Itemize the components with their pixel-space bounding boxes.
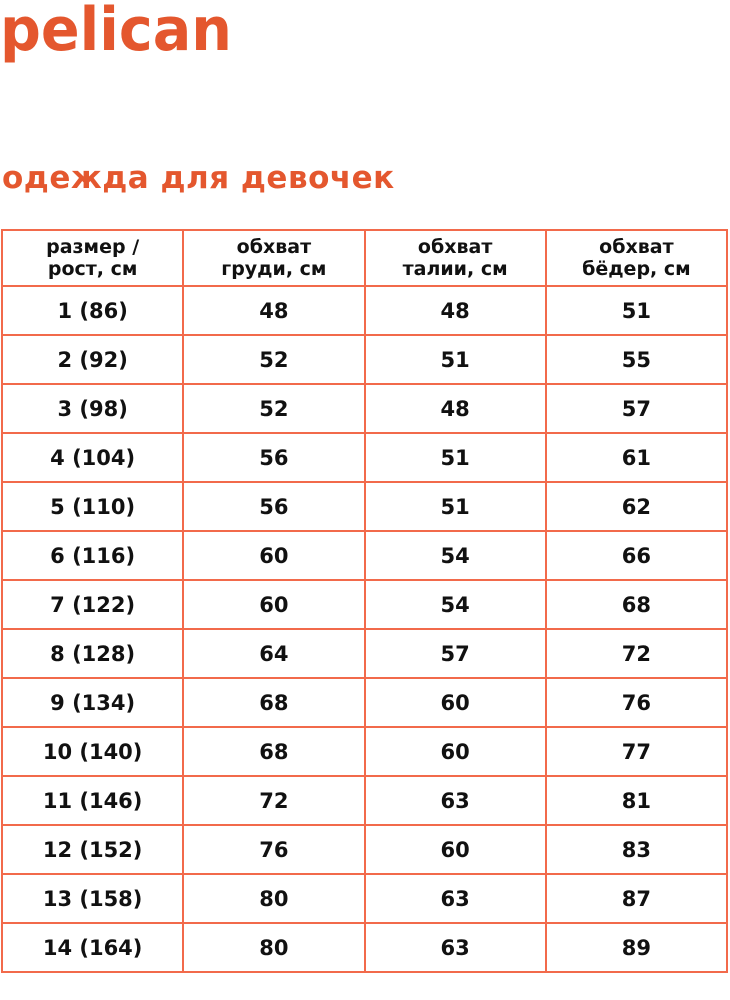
header-line: обхват: [417, 236, 493, 258]
size-cell: 9 (134): [0, 677, 185, 728]
chest-cell: 52: [182, 383, 366, 434]
header-line: талии, см: [402, 258, 508, 280]
hips-cell: 68: [544, 579, 729, 630]
waist-cell: 51: [363, 334, 547, 385]
size-cell: 4 (104): [0, 432, 185, 483]
hips-cell: 51: [544, 285, 729, 336]
hips-cell: 72: [544, 628, 729, 679]
header-line: обхват: [236, 236, 312, 258]
table-row: 5 (110) 56 51 62: [0, 481, 729, 532]
hips-cell: 81: [544, 775, 729, 826]
chest-cell: 56: [182, 481, 366, 532]
hips-cell: 62: [544, 481, 729, 532]
size-cell: 6 (116): [0, 530, 185, 581]
hips-cell: 89: [544, 922, 729, 973]
size-table: размер / рост, см обхват груди, см обхват тал…: [0, 229, 729, 973]
chest-cell: 52: [182, 334, 366, 385]
table-row: 9 (134) 68 60 76: [0, 677, 729, 728]
hips-cell: 77: [544, 726, 729, 777]
waist-cell: 48: [363, 383, 547, 434]
header-line: обхват: [599, 236, 674, 258]
page-title: одежда для девочек: [2, 160, 395, 196]
table-row: 11 (146) 72 63 81: [0, 775, 729, 826]
table-row: 14 (164) 80 63 89: [0, 922, 729, 973]
table-row: 6 (116) 60 54 66: [0, 530, 729, 581]
waist-cell: 60: [363, 726, 547, 777]
waist-cell: 57: [363, 628, 547, 679]
size-cell: 2 (92): [0, 334, 185, 385]
waist-cell: 54: [363, 579, 547, 630]
header-line: груди, см: [221, 258, 327, 280]
waist-cell: 63: [363, 775, 547, 826]
hips-cell: 55: [544, 334, 729, 385]
waist-cell: 48: [363, 285, 547, 336]
chest-cell: 80: [182, 873, 366, 924]
hips-cell: 87: [544, 873, 729, 924]
chest-cell: 76: [182, 824, 366, 875]
waist-cell: 54: [363, 530, 547, 581]
pelican-logo: pelican: [0, 0, 232, 65]
chest-header: обхват груди, см: [182, 229, 366, 287]
waist-cell: 63: [363, 922, 547, 973]
size-cell: 11 (146): [0, 775, 185, 826]
chest-cell: 68: [182, 677, 366, 728]
waist-header: обхват талии, см: [363, 229, 547, 287]
waist-cell: 51: [363, 432, 547, 483]
table-row: 3 (98) 52 48 57: [0, 383, 729, 434]
chest-cell: 48: [182, 285, 366, 336]
chest-cell: 72: [182, 775, 366, 826]
table-header-row: размер / рост, см обхват груди, см обхват тал…: [0, 229, 729, 287]
hips-cell: 61: [544, 432, 729, 483]
table-row: 7 (122) 60 54 68: [0, 579, 729, 630]
header-line: бёдер, см: [582, 258, 691, 280]
header-line: размер /: [46, 236, 140, 258]
chest-cell: 60: [182, 530, 366, 581]
waist-cell: 63: [363, 873, 547, 924]
hips-cell: 66: [544, 530, 729, 581]
size-cell: 5 (110): [0, 481, 185, 532]
hips-header: обхват бёдер, см: [544, 229, 729, 287]
table-row: 10 (140) 68 60 77: [0, 726, 729, 777]
header-line: рост, см: [47, 258, 138, 280]
chest-cell: 80: [182, 922, 366, 973]
size-cell: 10 (140): [0, 726, 185, 777]
size-cell: 8 (128): [0, 628, 185, 679]
size-height-header: размер / рост, см: [0, 229, 185, 287]
table-row: 12 (152) 76 60 83: [0, 824, 729, 875]
size-cell: 3 (98): [0, 383, 185, 434]
waist-cell: 51: [363, 481, 547, 532]
size-cell: 7 (122): [0, 579, 185, 630]
hips-cell: 83: [544, 824, 729, 875]
hips-cell: 57: [544, 383, 729, 434]
hips-cell: 76: [544, 677, 729, 728]
chest-cell: 68: [182, 726, 366, 777]
size-cell: 1 (86): [0, 285, 185, 336]
table-row: 2 (92) 52 51 55: [0, 334, 729, 385]
chest-cell: 56: [182, 432, 366, 483]
table-row: 13 (158) 80 63 87: [0, 873, 729, 924]
waist-cell: 60: [363, 824, 547, 875]
size-cell: 14 (164): [0, 922, 185, 973]
size-cell: 12 (152): [0, 824, 185, 875]
chest-cell: 64: [182, 628, 366, 679]
table-row: 1 (86) 48 48 51: [0, 285, 729, 336]
logo-text: pelican: [0, 0, 232, 65]
waist-cell: 60: [363, 677, 547, 728]
size-cell: 13 (158): [0, 873, 185, 924]
table-row: 4 (104) 56 51 61: [0, 432, 729, 483]
table-row: 8 (128) 64 57 72: [0, 628, 729, 679]
chest-cell: 60: [182, 579, 366, 630]
